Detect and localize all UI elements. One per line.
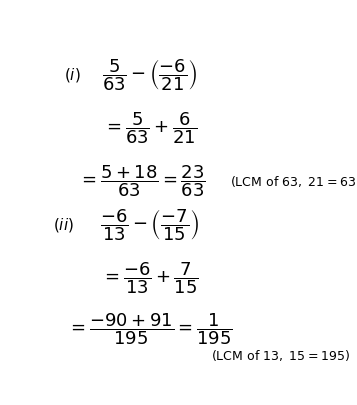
Text: $(ii)$: $(ii)$ <box>53 216 74 234</box>
Text: $= \dfrac{5}{63} + \dfrac{6}{21}$: $= \dfrac{5}{63} + \dfrac{6}{21}$ <box>102 110 197 146</box>
Text: $\dfrac{-6}{13} - \left(\dfrac{-7}{15}\right)$: $\dfrac{-6}{13} - \left(\dfrac{-7}{15}\r… <box>100 207 199 243</box>
Text: $\dfrac{5}{63} - \left(\dfrac{-6}{21}\right)$: $\dfrac{5}{63} - \left(\dfrac{-6}{21}\ri… <box>102 57 197 93</box>
Text: $(i)$: $(i)$ <box>64 66 81 84</box>
Text: $= \dfrac{5+18}{63} = \dfrac{23}{63}$: $= \dfrac{5+18}{63} = \dfrac{23}{63}$ <box>77 163 205 199</box>
Text: $= \dfrac{-90+91}{195} = \dfrac{1}{195}$: $= \dfrac{-90+91}{195} = \dfrac{1}{195}$ <box>67 311 233 347</box>
Text: $(\mathrm{LCM\ of\ 13,\ 15 = 195})$: $(\mathrm{LCM\ of\ 13,\ 15 = 195})$ <box>211 348 350 363</box>
Text: $(\mathrm{LCM\ of\ 63,\ 21 = 63})$: $(\mathrm{LCM\ of\ 63,\ 21 = 63})$ <box>230 174 357 189</box>
Text: $= \dfrac{-6}{13} + \dfrac{7}{15}$: $= \dfrac{-6}{13} + \dfrac{7}{15}$ <box>101 260 199 296</box>
